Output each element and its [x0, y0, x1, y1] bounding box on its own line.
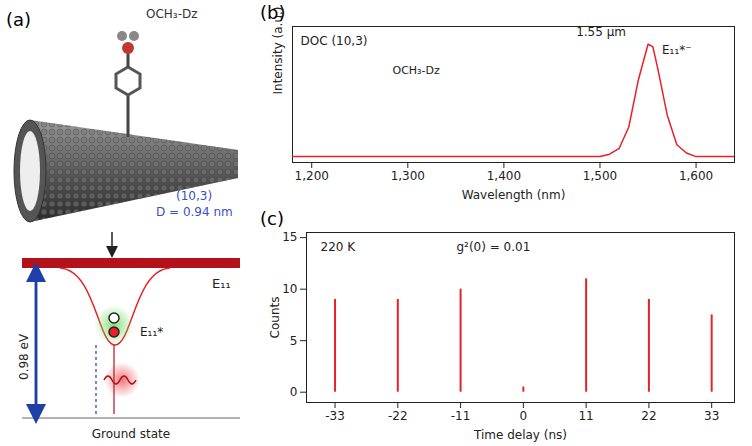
svg-text:-11: -11 — [451, 409, 471, 423]
svg-text:0: 0 — [520, 409, 528, 423]
svg-text:1,400: 1,400 — [487, 169, 521, 183]
svg-text:Time delay (ns): Time delay (ns) — [473, 428, 567, 442]
svg-text:22: 22 — [641, 409, 656, 423]
svg-text:E₁₁*: E₁₁* — [140, 325, 163, 339]
svg-text:-22: -22 — [388, 409, 408, 423]
svg-text:g²(0) = 0.01: g²(0) = 0.01 — [457, 240, 531, 254]
svg-text:(10,3): (10,3) — [176, 189, 212, 203]
svg-text:OCH₃-Dz: OCH₃-Dz — [393, 64, 440, 77]
svg-text:1,500: 1,500 — [583, 169, 617, 183]
svg-text:-33: -33 — [325, 409, 345, 423]
svg-text:E₁₁: E₁₁ — [212, 276, 231, 291]
svg-text:(a): (a) — [6, 9, 31, 30]
svg-text:1.55 μm: 1.55 μm — [576, 25, 626, 39]
svg-text:0: 0 — [290, 385, 298, 399]
svg-text:OCH₃-Dz: OCH₃-Dz — [146, 7, 198, 21]
svg-text:0.98 eV: 0.98 eV — [17, 333, 31, 380]
svg-text:15: 15 — [282, 230, 297, 244]
svg-text:Wavelength (nm): Wavelength (nm) — [462, 188, 566, 202]
svg-text:10: 10 — [282, 282, 297, 296]
svg-text:1,300: 1,300 — [391, 169, 425, 183]
svg-text:5: 5 — [290, 334, 298, 348]
svg-text:Ground state: Ground state — [92, 427, 170, 441]
svg-text:E₁₁*⁻: E₁₁*⁻ — [662, 43, 692, 57]
svg-text:Counts: Counts — [268, 297, 282, 339]
svg-text:11: 11 — [578, 409, 593, 423]
svg-text:220 K: 220 K — [321, 240, 357, 254]
svg-text:1,600: 1,600 — [679, 169, 713, 183]
svg-text:1,200: 1,200 — [295, 169, 329, 183]
svg-text:33: 33 — [704, 409, 719, 423]
svg-text:DOC (10,3): DOC (10,3) — [301, 34, 368, 48]
svg-text:D = 0.94 nm: D = 0.94 nm — [156, 205, 233, 219]
